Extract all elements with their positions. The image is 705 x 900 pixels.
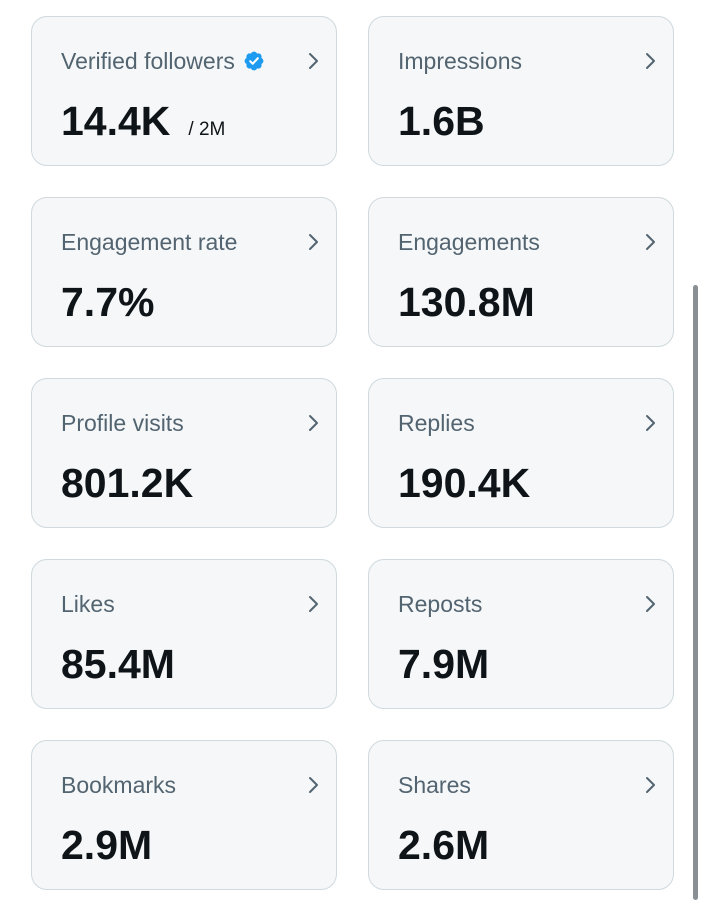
chevron-right-icon [309, 234, 318, 250]
metric-value-row: 2.6M [398, 821, 489, 869]
metric-card-shares[interactable]: Shares 2.6M [368, 740, 674, 890]
metric-card-profile-visits[interactable]: Profile visits 801.2K [31, 378, 337, 528]
metric-label-row: Reposts [398, 589, 482, 619]
chevron-right-icon [309, 596, 318, 612]
metric-card-reposts[interactable]: Reposts 7.9M [368, 559, 674, 709]
metric-value-row: 190.4K [398, 459, 530, 507]
chevron-right-icon [646, 53, 655, 69]
metric-label: Impressions [398, 48, 522, 74]
metric-label-row: Engagement rate [61, 227, 237, 257]
verified-badge-icon [244, 51, 264, 71]
metric-label: Verified followers [61, 48, 235, 74]
metric-label-row: Bookmarks [61, 770, 176, 800]
metric-value-row: 85.4M [61, 640, 175, 688]
metrics-grid: Verified followers 14.4K / 2M Impression… [31, 16, 674, 890]
metric-value-row: 801.2K [61, 459, 193, 507]
metric-value: 14.4K [61, 98, 171, 144]
metric-value: 85.4M [61, 641, 175, 687]
metric-label-row: Profile visits [61, 408, 184, 438]
metric-card-verified-followers[interactable]: Verified followers 14.4K / 2M [31, 16, 337, 166]
scrollbar[interactable] [693, 285, 698, 900]
metric-total: / 2M [188, 119, 226, 140]
metric-value: 7.9M [398, 641, 490, 687]
chevron-right-icon [309, 777, 318, 793]
metric-label: Shares [398, 772, 471, 798]
metric-value-row: 7.9M [398, 640, 489, 688]
metric-value: 801.2K [61, 460, 194, 506]
metric-value: 190.4K [398, 460, 531, 506]
metric-label-row: Verified followers [61, 46, 265, 76]
metric-label: Bookmarks [61, 772, 177, 798]
metric-card-likes[interactable]: Likes 85.4M [31, 559, 337, 709]
metric-card-impressions[interactable]: Impressions 1.6B [368, 16, 674, 166]
metric-label: Engagement rate [61, 229, 238, 255]
metric-label-row: Engagements [398, 227, 540, 257]
metric-card-bookmarks[interactable]: Bookmarks 2.9M [31, 740, 337, 890]
metric-value-row: 130.8M [398, 278, 535, 326]
metric-value-row: 1.6B [398, 97, 485, 145]
metric-card-engagement-rate[interactable]: Engagement rate 7.7% [31, 197, 337, 347]
metric-value-row: 7.7% [61, 278, 154, 326]
metric-label-row: Shares [398, 770, 471, 800]
metric-card-engagements[interactable]: Engagements 130.8M [368, 197, 674, 347]
metric-label: Likes [61, 591, 115, 617]
metric-value: 7.7% [61, 279, 155, 325]
chevron-right-icon [646, 777, 655, 793]
metric-label: Replies [398, 410, 475, 436]
chevron-right-icon [309, 53, 318, 69]
metric-value-row: 14.4K / 2M [61, 97, 225, 154]
metric-value-row: 2.9M [61, 821, 152, 869]
chevron-right-icon [646, 415, 655, 431]
chevron-right-icon [646, 596, 655, 612]
metric-label: Reposts [398, 591, 483, 617]
metric-card-replies[interactable]: Replies 190.4K [368, 378, 674, 528]
metric-value: 2.6M [398, 822, 490, 868]
metric-value: 1.6B [398, 98, 485, 144]
chevron-right-icon [646, 234, 655, 250]
metric-label-row: Replies [398, 408, 475, 438]
metric-label-row: Impressions [398, 46, 522, 76]
metric-label: Engagements [398, 229, 540, 255]
chevron-right-icon [309, 415, 318, 431]
metric-label-row: Likes [61, 589, 115, 619]
metric-value: 2.9M [61, 822, 153, 868]
metric-value: 130.8M [398, 279, 535, 325]
metric-label: Profile visits [61, 410, 184, 436]
